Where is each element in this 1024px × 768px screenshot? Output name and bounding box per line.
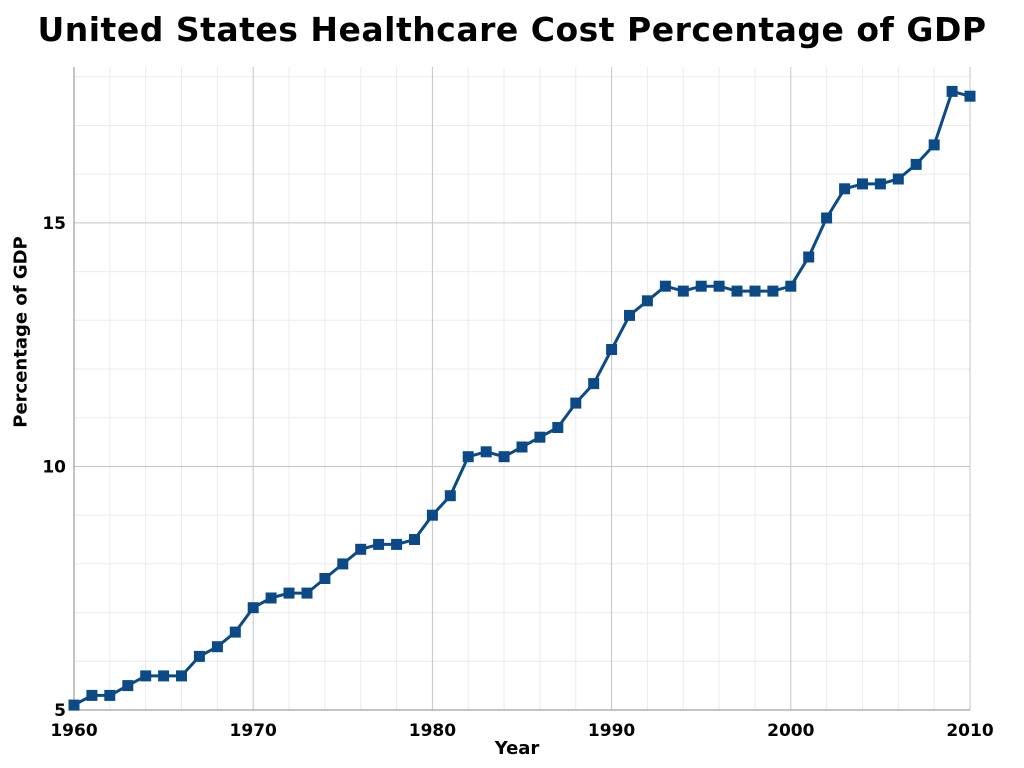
data-point-marker: [695, 280, 707, 292]
data-point-marker: [355, 543, 367, 555]
x-tick-label: 1980: [409, 721, 456, 741]
x-tick-label: 2010: [946, 721, 993, 741]
data-point-marker: [265, 592, 277, 604]
data-point-marker: [122, 680, 134, 692]
data-point-marker: [68, 699, 80, 711]
data-point-marker: [319, 573, 331, 584]
data-point-marker: [624, 309, 635, 321]
data-point-marker: [910, 158, 922, 170]
data-point-marker: [588, 378, 600, 390]
data-point-marker: [874, 178, 886, 190]
data-point-marker: [444, 490, 456, 502]
minor-grid: [74, 67, 970, 710]
x-tick-labels: 1960 1970 1980 1990 2000 2010: [50, 721, 993, 741]
data-point-marker: [892, 173, 904, 185]
data-point-marker: [301, 587, 313, 599]
data-point-marker: [677, 285, 689, 297]
data-point-marker: [247, 602, 259, 614]
data-point-marker: [480, 446, 492, 458]
data-point-marker: [641, 295, 653, 307]
data-point-marker: [928, 139, 940, 151]
data-point-marker: [140, 670, 152, 682]
data-point-marker: [176, 670, 187, 682]
data-point-marker: [731, 285, 743, 297]
data-point-marker: [516, 441, 528, 453]
data-point-marker: [337, 558, 349, 570]
data-point-marker: [785, 280, 797, 292]
data-point-marker: [229, 626, 241, 638]
data-point-marker: [373, 538, 385, 550]
data-point-marker: [803, 251, 815, 263]
data-point-marker: [821, 212, 833, 224]
data-point-marker: [659, 280, 671, 292]
data-point-marker: [193, 650, 205, 662]
data-point-marker: [713, 280, 725, 292]
data-point-marker: [426, 509, 438, 521]
data-point-marker: [767, 285, 779, 297]
x-tick-label: 1960: [50, 721, 97, 741]
data-point-marker: [749, 285, 761, 297]
x-tick-label: 2000: [767, 721, 814, 741]
y-tick-label: 10: [42, 457, 66, 477]
y-tick-label: 5: [54, 701, 66, 721]
x-tick-label: 1970: [230, 721, 277, 741]
data-point-marker: [857, 178, 868, 190]
chart-title: United States Healthcare Cost Percentage…: [37, 10, 987, 49]
data-point-marker: [964, 90, 976, 102]
data-point-marker: [391, 538, 403, 550]
y-tick-label: 15: [42, 214, 66, 234]
x-tick-label: 1990: [588, 721, 635, 741]
data-point-marker: [409, 534, 420, 545]
data-point-marker: [946, 85, 958, 97]
data-point-marker: [211, 641, 223, 653]
series-layer: [68, 85, 976, 711]
data-point-marker: [283, 587, 295, 599]
plot-area: [74, 67, 970, 710]
data-point-marker: [498, 451, 510, 463]
data-point-marker: [534, 431, 546, 443]
data-point-marker: [606, 344, 618, 355]
data-point-marker: [462, 451, 474, 463]
data-point-marker: [104, 689, 116, 701]
x-axis-label: Year: [494, 738, 540, 759]
data-point-marker: [158, 670, 170, 682]
y-axis-label: Percentage of GDP: [10, 236, 32, 428]
y-tick-labels: 5 10 15: [42, 214, 66, 721]
data-point-marker: [839, 183, 851, 195]
data-point-marker: [570, 397, 582, 409]
data-point-marker: [86, 689, 98, 701]
data-point-marker: [552, 422, 564, 433]
